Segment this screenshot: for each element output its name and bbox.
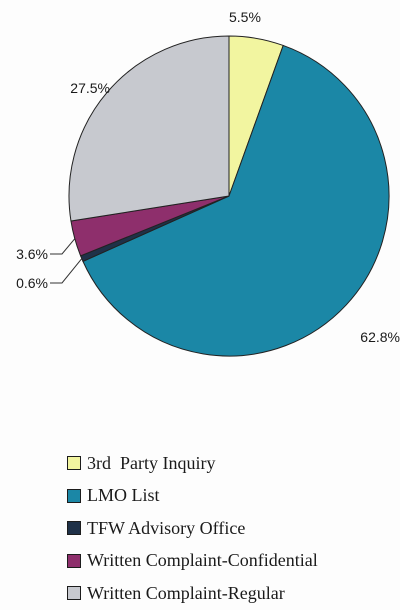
pie-plot: 5.5% 62.8% 0.6% 3.6% 27.5% — [16, 9, 400, 357]
legend-swatch — [67, 586, 81, 601]
leader-line-tfw-advisory-office — [50, 258, 83, 284]
legend-label: Written Complaint-Regular — [87, 582, 285, 603]
legend-item-lmo-list: LMO List — [67, 480, 318, 513]
legend: 3rd Party Inquiry LMO List TFW Advisory … — [67, 447, 318, 610]
data-label-written-complaint-regular: 27.5% — [70, 80, 110, 96]
pie-slice-written-complaint-regular — [68, 35, 230, 222]
legend-swatch — [67, 456, 81, 471]
legend-swatch — [67, 488, 81, 503]
data-label-tfw-advisory-office: 0.6% — [16, 275, 48, 291]
legend-item-written-complaint-regular: Written Complaint-Regular — [67, 577, 318, 610]
legend-item-tfw-advisory-office: TFW Advisory Office — [67, 512, 318, 545]
legend-label: 3rd Party Inquiry — [87, 452, 216, 473]
data-label-3rd-party-inquiry: 5.5% — [229, 9, 261, 25]
data-label-written-complaint-confidential: 3.6% — [16, 246, 48, 262]
legend-label: Written Complaint-Confidential — [87, 550, 318, 571]
pie-slice-lmo-list — [82, 44, 390, 357]
leader-line-written-complaint-confidential — [50, 238, 76, 255]
legend-item-written-complaint-confidential: Written Complaint-Confidential — [67, 545, 318, 578]
legend-swatch — [67, 521, 81, 536]
legend-label: LMO List — [87, 485, 160, 506]
legend-label: TFW Advisory Office — [87, 517, 246, 538]
data-label-lmo-list: 62.8% — [360, 329, 400, 345]
legend-swatch — [67, 553, 81, 568]
legend-item-3rd-party-inquiry: 3rd Party Inquiry — [67, 447, 318, 480]
